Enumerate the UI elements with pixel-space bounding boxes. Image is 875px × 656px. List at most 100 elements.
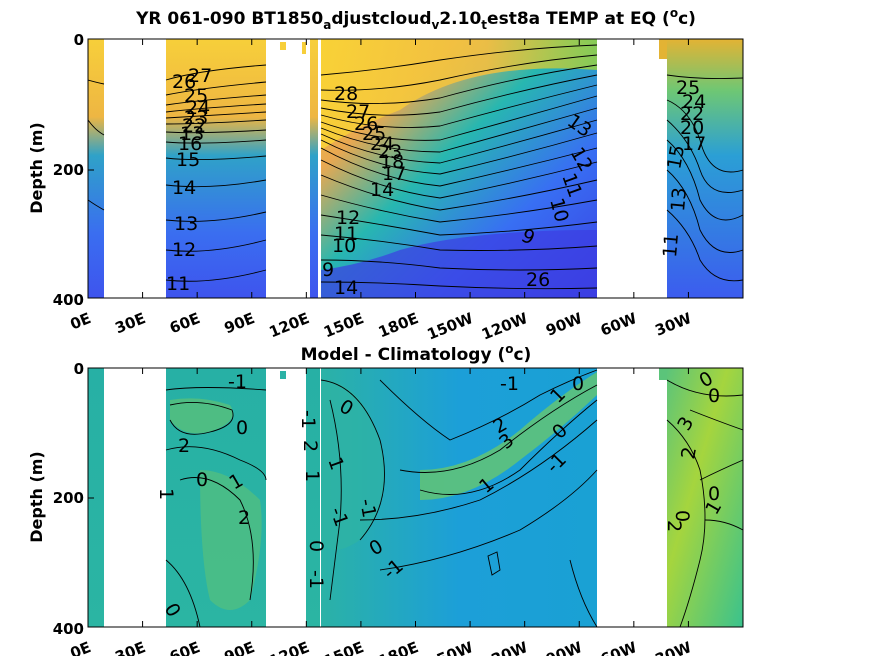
contour-label: 26 — [526, 269, 550, 291]
contour-label: 9 — [322, 259, 334, 281]
contour-label: 28 — [334, 83, 358, 105]
y-tick-label: 0 — [74, 31, 84, 49]
x-tick-label: 60E — [167, 309, 203, 337]
contour-label: 26 — [172, 71, 196, 93]
title-part-tail: est8a TEMP at EQ ( — [487, 9, 670, 29]
x-tick-label: 90E — [222, 638, 258, 656]
field-patch-indian — [166, 39, 266, 298]
top-panel-title: YR 061-090 BT1850adjustcloudv2.10test8a … — [135, 6, 696, 32]
title-part-end: c) — [678, 9, 696, 29]
field-patch-strip — [306, 368, 320, 627]
contour-label: 1 — [155, 488, 177, 500]
field-patch-anomaly — [321, 380, 385, 550]
bottom-y-axis: 0 200 400 Depth (m) — [27, 360, 94, 638]
top-x-axis: 0E 30E 60E 90E 120E 150E 180E 150W 120W 90W 60W 30W — [68, 39, 694, 344]
title-sup-o: o — [670, 6, 678, 20]
top-panel: YR 061-090 BT1850adjustcloudv2.10test8a … — [27, 6, 744, 344]
field-patch-anomaly — [420, 372, 597, 500]
contour-label: 11 — [334, 223, 358, 245]
title-sub-t: t — [481, 18, 487, 32]
contour-label: 17 — [682, 133, 706, 155]
x-tick-label: 150W — [424, 309, 476, 344]
contour-label: 18 — [380, 151, 404, 173]
bottom-field — [88, 368, 743, 627]
contour-label: 13 — [180, 123, 204, 145]
contour-label: 26 — [354, 113, 378, 135]
x-tick-label: 120E — [267, 638, 312, 656]
x-tick-label: 30E — [112, 309, 148, 337]
contour-label: 22 — [182, 115, 206, 137]
title-sup-o: o — [505, 342, 513, 356]
contour-label: 23 — [378, 141, 402, 163]
contour-label: 25 — [184, 85, 208, 107]
contour-label: 15 — [176, 149, 200, 171]
field-patch-speck — [280, 371, 286, 379]
title-part-end: c) — [513, 345, 531, 365]
contour-label: 1 — [301, 470, 323, 482]
x-tick-label: 0E — [68, 309, 94, 333]
x-tick-label: 150E — [321, 309, 366, 341]
field-patch-anomaly — [200, 470, 262, 610]
y-tick-label: 200 — [53, 489, 84, 507]
contour-label: 10 — [332, 235, 356, 257]
contour-label: 11 — [659, 232, 683, 258]
contour-label: 14 — [172, 177, 196, 199]
y-axis-label: Depth (m) — [27, 451, 46, 543]
x-tick-label: 180E — [376, 638, 421, 656]
field-patch-speck — [659, 39, 667, 59]
top-field — [88, 39, 743, 298]
x-tick-label: 120W — [479, 638, 531, 656]
contour-label: 12 — [172, 239, 196, 261]
field-patch-speck — [280, 42, 286, 50]
field-patch-west-strip — [88, 368, 104, 627]
contour-label: 23 — [184, 107, 208, 129]
x-tick-label: 120E — [267, 309, 312, 341]
contour-label: -1 — [297, 410, 319, 429]
title-sub-v: v — [432, 18, 440, 32]
title-sub-a: a — [323, 18, 331, 32]
contour-label: -1 — [305, 570, 327, 589]
x-tick-label: 30W — [652, 309, 694, 340]
contour-label: 25 — [676, 77, 700, 99]
contour-label: 16 — [178, 133, 202, 155]
contour-label: 17 — [382, 163, 406, 185]
field-patch-strip — [310, 39, 318, 298]
top-contours — [88, 44, 743, 290]
x-tick-label: 30E — [112, 638, 148, 656]
contour-label: 2 — [663, 520, 685, 532]
contour-label: -1 — [355, 497, 380, 519]
contour-label: 0 — [572, 373, 584, 395]
x-tick-label: 180E — [376, 309, 421, 341]
contour-label: 20 — [680, 117, 704, 139]
bottom-contours — [165, 369, 743, 627]
contour-label: 12 — [336, 207, 360, 229]
contour-label: 27 — [346, 101, 370, 123]
contour-label: -1 — [500, 373, 519, 395]
title-part-base: YR 061-090 BT1850 — [135, 9, 323, 29]
contour-label: 2 — [677, 445, 701, 461]
x-tick-label: 60E — [167, 638, 203, 656]
x-tick-label: 150E — [321, 638, 366, 656]
contour-label: 2 — [178, 435, 190, 457]
contour-label: 0 — [708, 483, 720, 505]
x-tick-label: 90W — [543, 309, 585, 340]
x-tick-label: 0E — [68, 638, 94, 656]
field-patch-anomaly — [170, 398, 233, 434]
contour-label: 22 — [680, 103, 704, 125]
top-y-axis: 0 200 400 Depth (m) — [27, 31, 94, 309]
bottom-panel-title: Model - Climatology (oc) — [301, 342, 532, 365]
y-tick-label: 200 — [53, 161, 84, 179]
field-patch-speck — [302, 42, 306, 54]
title-part-mid1: djustcloud — [331, 9, 431, 29]
y-axis-label: Depth (m) — [27, 122, 46, 214]
x-tick-label: 60W — [598, 309, 640, 340]
contour-label: 0 — [671, 510, 693, 522]
field-patch-atlantic — [667, 368, 743, 627]
contour-label: 0 — [305, 540, 327, 552]
x-tick-label: 90E — [222, 309, 258, 337]
field-patch-pacific-deep — [321, 230, 597, 298]
contour-label: 0 — [196, 469, 208, 491]
y-tick-label: 0 — [74, 360, 84, 378]
contour-label: 13 — [174, 213, 198, 235]
